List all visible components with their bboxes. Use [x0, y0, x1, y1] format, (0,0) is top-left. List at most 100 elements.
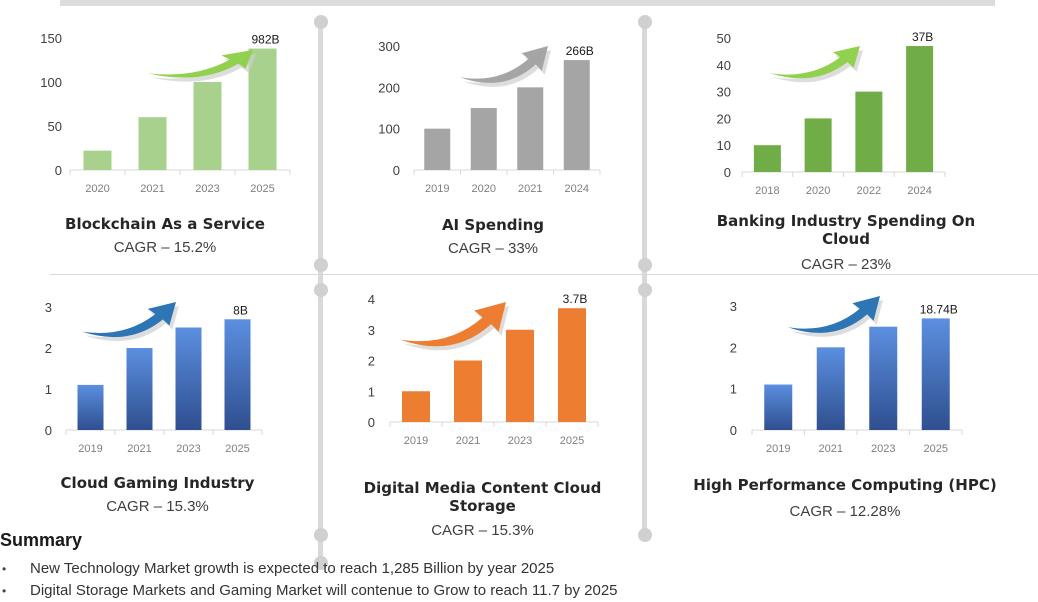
- hpc-bar: [869, 326, 898, 430]
- banking-cloud-y-tick-label: 40: [717, 58, 731, 73]
- vertical-divider-right: [642, 20, 647, 536]
- cloud-gaming-x-tick-label: 2023: [176, 443, 200, 455]
- digital-media-x-tick-label: 2021: [456, 435, 480, 447]
- cloud-gaming-bar: [126, 348, 153, 430]
- digital-media-growth-arrow-icon: [400, 302, 506, 347]
- blockchain-y-tick-label: 150: [40, 31, 62, 46]
- hpc-growth-arrow-icon: [788, 296, 880, 333]
- bullet: •: [2, 562, 7, 576]
- banking-cloud-bar: [906, 46, 934, 172]
- ai-spending-x-tick-label: 2020: [472, 183, 496, 195]
- banking-cloud-y-tick-label: 20: [717, 111, 731, 126]
- cloud-gaming-y-tick-label: 3: [45, 300, 52, 315]
- blockchain-bar: [83, 150, 112, 170]
- digital-media-y-tick-label: 4: [368, 292, 375, 307]
- banking-cloud-growth-arrow-icon: [770, 46, 860, 79]
- digital-media-bar: [558, 308, 586, 422]
- ai-spending-x-tick-label: 2024: [565, 183, 589, 195]
- cloud-gaming-bar: [224, 319, 251, 430]
- banking-cloud-y-tick-label: 30: [717, 85, 731, 100]
- banking-cloud-bar: [753, 145, 781, 172]
- blockchain-bar: [138, 117, 167, 170]
- chart-title-digital-media: Digital Media Content Cloud Storage: [363, 479, 602, 515]
- banking-cloud-data-label: 37B: [912, 30, 933, 44]
- digital-media-y-tick-label: 1: [368, 384, 375, 399]
- banking-cloud-y-tick-label: 10: [717, 138, 731, 153]
- summary-item: • New Technology Market growth is expecte…: [0, 558, 618, 580]
- cloud-gaming-y-tick-label: 2: [45, 341, 52, 356]
- digital-media-y-tick-label: 2: [368, 354, 375, 369]
- banking-cloud-bar: [804, 118, 832, 172]
- digital-media-x-tick-label: 2019: [404, 435, 428, 447]
- digital-media-bar: [454, 360, 482, 422]
- hpc-bar: [921, 318, 950, 430]
- banking-cloud-x-tick-label: 2022: [857, 185, 881, 197]
- hpc-x-tick-label: 2023: [871, 443, 895, 455]
- cagr-ai-spending: CAGR – 33%: [447, 240, 539, 257]
- digital-media-bar: [402, 391, 430, 422]
- blockchain-x-tick-label: 2021: [140, 183, 164, 195]
- hpc-x-tick-label: 2019: [766, 443, 790, 455]
- hpc-x-tick-label: 2021: [819, 443, 843, 455]
- banking-cloud-y-tick-label: 0: [724, 165, 731, 180]
- cloud-gaming-x-tick-label: 2025: [225, 443, 249, 455]
- cloud-gaming-growth-arrow-icon: [82, 302, 176, 338]
- cloud-gaming-y-tick-label: 1: [45, 382, 52, 397]
- blockchain-x-tick-label: 2020: [85, 183, 109, 195]
- cagr-digital-media: CAGR – 15.3%: [431, 522, 534, 539]
- summary-item: • Digital Storage Markets and Gaming Mark…: [0, 580, 618, 602]
- hpc-y-tick-label: 1: [730, 382, 737, 397]
- cloud-gaming-data-label: 8B: [233, 303, 248, 317]
- divider-dot: [314, 258, 328, 272]
- blockchain-data-label: 982B: [251, 33, 279, 47]
- digital-media-y-tick-label: 3: [368, 323, 375, 338]
- cagr-hpc: CAGR – 12.28%: [789, 503, 901, 520]
- digital-media-y-tick-label: 0: [368, 415, 375, 430]
- ai-spending-y-tick-label: 0: [393, 163, 400, 178]
- cloud-gaming-y-tick-label: 0: [45, 423, 52, 438]
- summary-item-text: New Technology Market growth is expected…: [30, 560, 555, 577]
- chart-title-ai-spending: AI Spending: [441, 216, 545, 234]
- hpc-bar: [764, 384, 793, 430]
- hpc-x-tick-label: 2025: [924, 443, 948, 455]
- summary-item-text: Digital Storage Markets and Gaming Marke…: [30, 582, 618, 599]
- cagr-cloud-gaming: CAGR – 15.3%: [106, 498, 209, 515]
- banking-cloud-x-tick-label: 2018: [755, 185, 779, 197]
- digital-media-x-tick-label: 2025: [560, 435, 584, 447]
- divider-dot: [314, 556, 328, 570]
- hpc-y-tick-label: 2: [730, 340, 737, 355]
- chart-title-hpc: High Performance Computing (HPC): [693, 476, 997, 494]
- ai-spending-x-tick-label: 2021: [518, 183, 542, 195]
- bullet: •: [2, 584, 7, 598]
- cloud-gaming-x-tick-label: 2019: [78, 443, 102, 455]
- banking-cloud-x-tick-label: 2024: [907, 185, 931, 197]
- ai-spending-bar: [470, 108, 497, 170]
- digital-media-x-tick-label: 2023: [508, 435, 532, 447]
- ai-spending-growth-arrow-icon: [460, 46, 548, 83]
- digital-media-bar: [506, 329, 534, 422]
- cagr-banking-cloud: CAGR – 23%: [800, 256, 892, 273]
- divider-dot: [638, 15, 652, 29]
- blockchain-bar: [248, 48, 277, 171]
- divider-dot: [638, 258, 652, 272]
- digital-media-data-label: 3.7B: [563, 292, 588, 306]
- cagr-blockchain: CAGR – 15.2%: [113, 239, 217, 256]
- chart-title-cloud-gaming: Cloud Gaming Industry: [60, 474, 255, 492]
- ai-spending-bar: [424, 128, 451, 170]
- ai-spending-bar: [517, 87, 544, 170]
- divider-dot: [314, 283, 328, 297]
- ai-spending-y-tick-label: 300: [378, 39, 400, 54]
- ai-spending-data-label: 266B: [566, 44, 594, 58]
- divider-dot: [314, 528, 328, 542]
- ai-spending-y-tick-label: 200: [378, 80, 400, 95]
- horizontal-divider: [50, 274, 1038, 275]
- ai-spending-bar: [563, 60, 590, 171]
- banking-cloud-y-tick-label: 50: [717, 31, 731, 46]
- cloud-gaming-x-tick-label: 2021: [127, 443, 151, 455]
- cloud-gaming-bar: [175, 327, 202, 430]
- banking-cloud-x-tick-label: 2020: [806, 185, 830, 197]
- blockchain-x-tick-label: 2023: [195, 183, 219, 195]
- blockchain-x-tick-label: 2025: [250, 183, 274, 195]
- hpc-data-label: 18.74B: [920, 302, 958, 316]
- blockchain-bar: [193, 82, 222, 170]
